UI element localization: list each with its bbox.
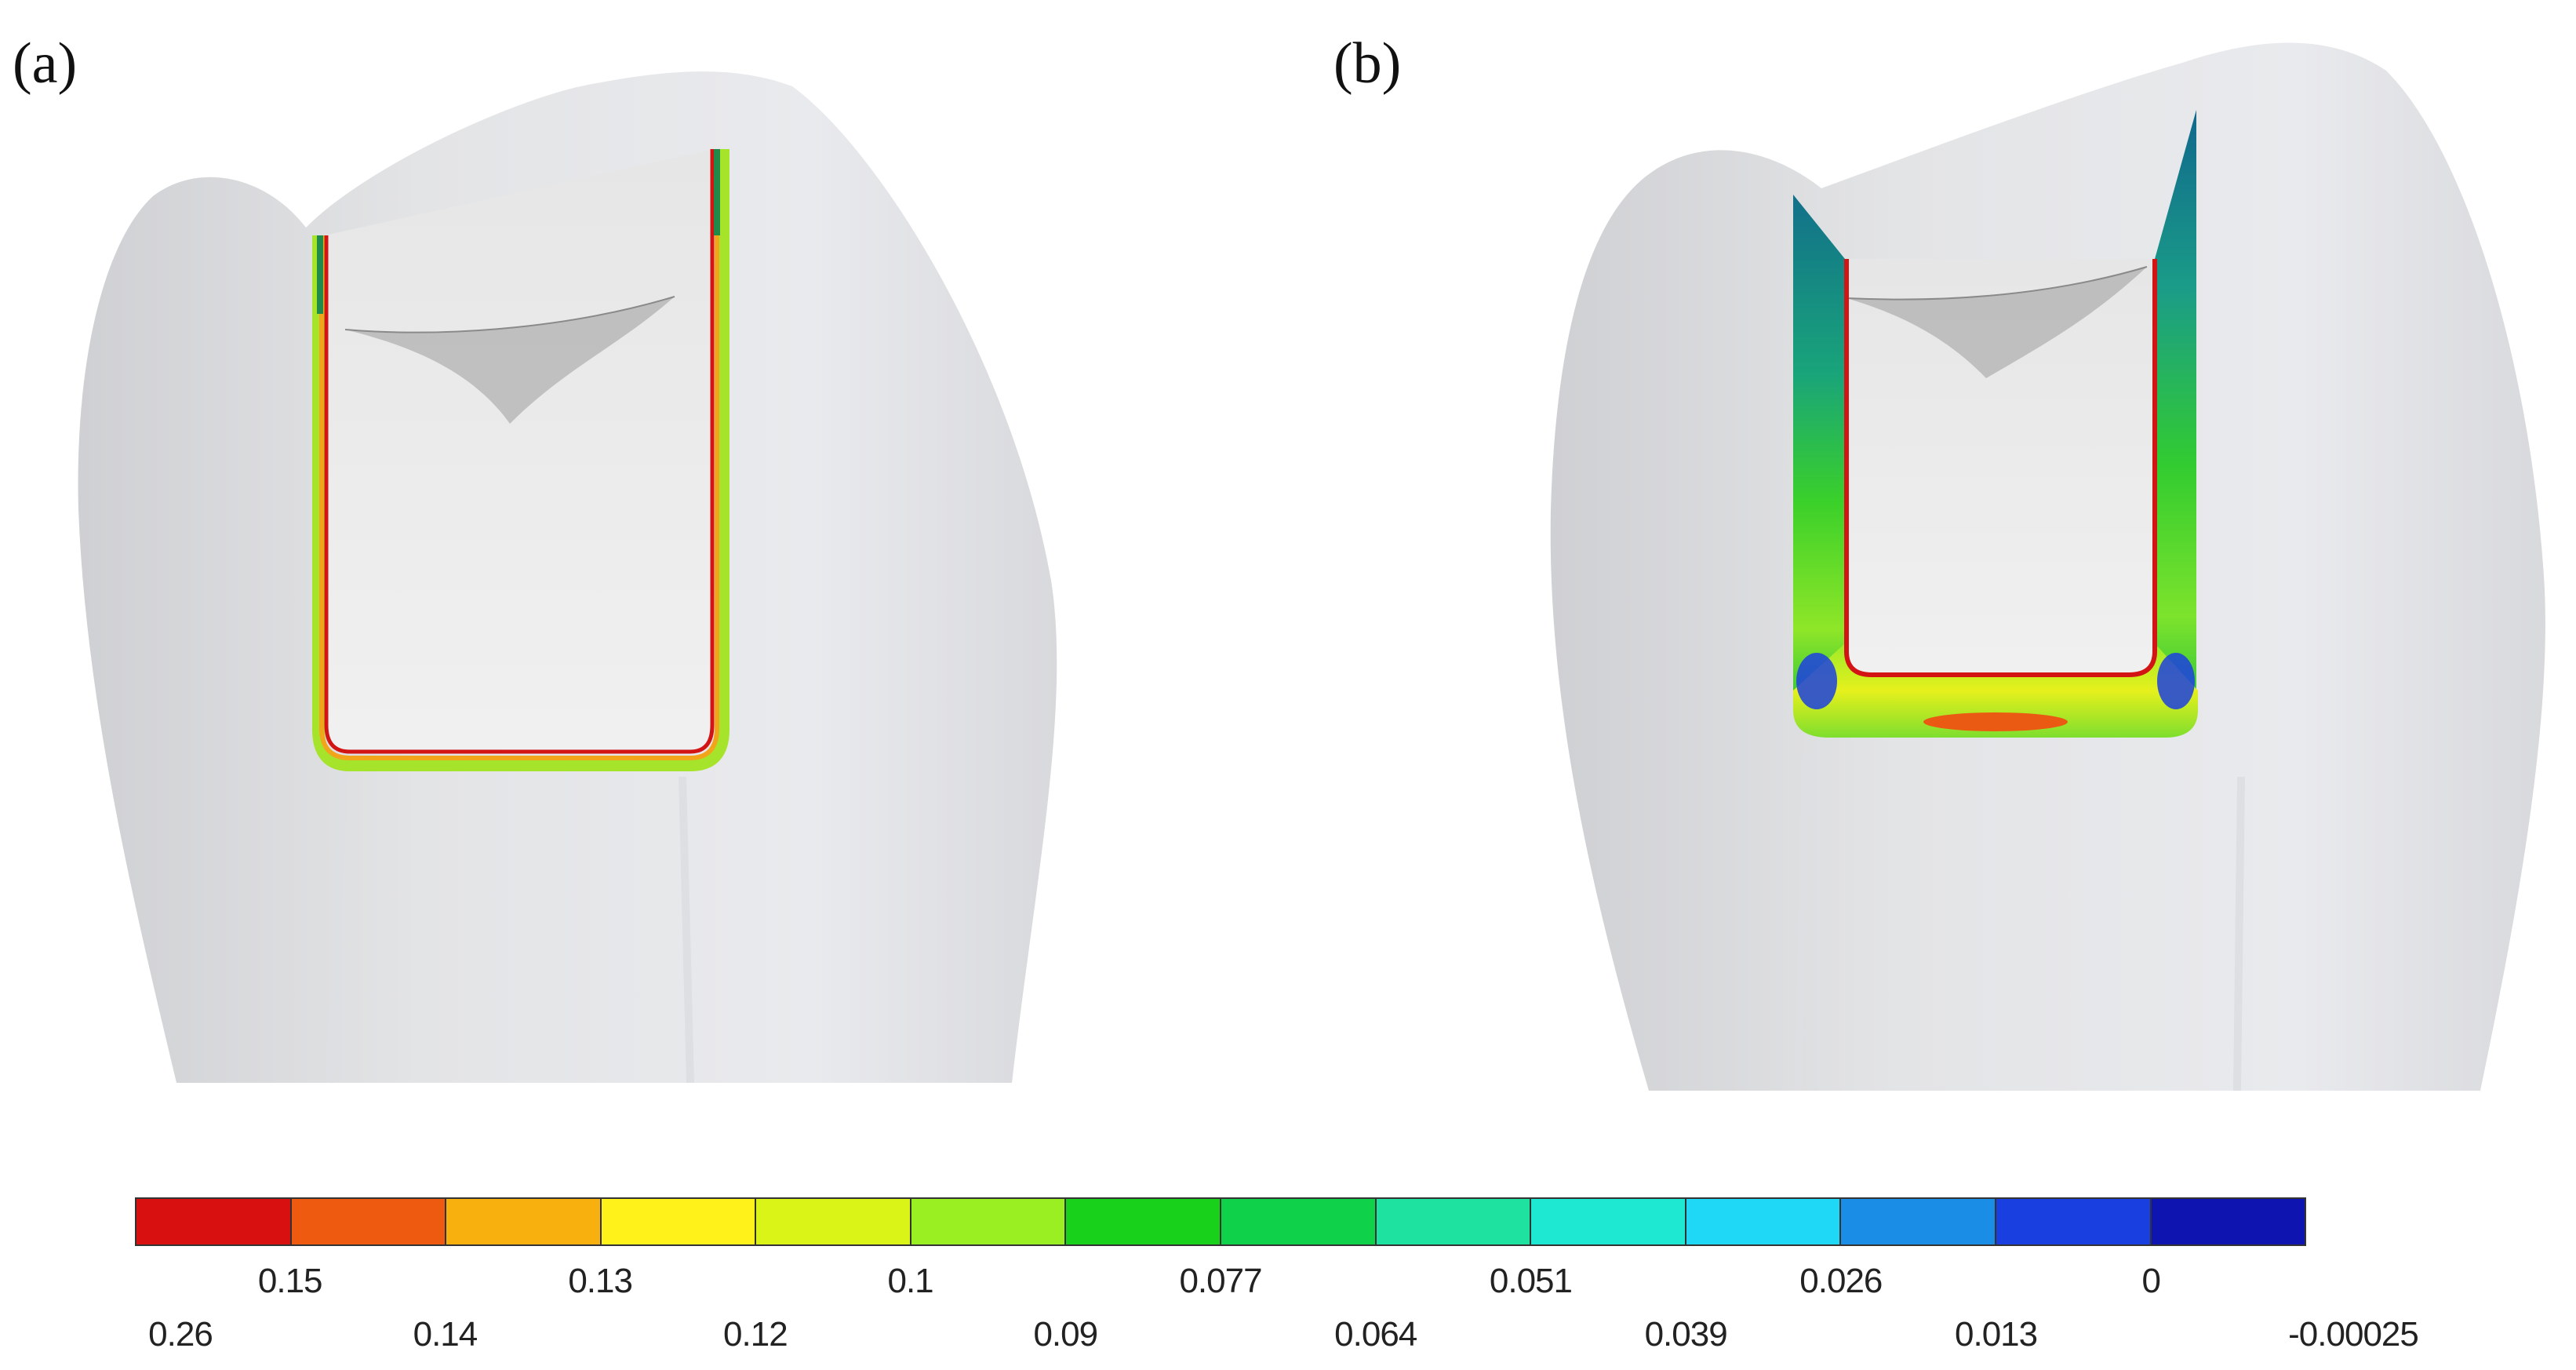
color-bar-label-lower: -0.00025 xyxy=(2288,1315,2419,1354)
color-swatch xyxy=(1221,1199,1377,1244)
cement-layer-outer-a xyxy=(312,149,730,771)
color-bar-label-lower: 0.039 xyxy=(1644,1315,1728,1354)
color-swatch xyxy=(911,1199,1067,1244)
cement-wall-right-b xyxy=(2155,110,2196,706)
cement-top-green-a xyxy=(317,149,720,314)
color-swatch xyxy=(1996,1199,2152,1244)
color-bar-label-lower: 0.14 xyxy=(413,1315,478,1354)
panel-label-a: (a) xyxy=(13,31,78,96)
cement-layer-mid-a xyxy=(319,149,719,760)
color-swatch xyxy=(1066,1199,1222,1244)
color-bar-label-upper: 0.13 xyxy=(568,1262,633,1300)
cavity-b xyxy=(1846,259,2153,673)
color-bar-label-upper: 0.026 xyxy=(1799,1262,1883,1300)
cement-inner-boundary-b xyxy=(1844,259,2157,677)
color-bar-label-lower: 0.12 xyxy=(723,1315,788,1354)
tooth-shading-b xyxy=(1794,752,2245,1091)
color-bar-label-lower: 0.013 xyxy=(1955,1315,2038,1354)
cement-floor-b xyxy=(1793,643,2198,738)
color-swatch xyxy=(1686,1199,1842,1244)
color-swatch xyxy=(291,1199,447,1244)
color-swatch xyxy=(446,1199,602,1244)
tooth-model-a xyxy=(78,71,1057,1084)
color-bar-label-upper: 0.051 xyxy=(1489,1262,1573,1300)
color-swatch xyxy=(1841,1199,1996,1244)
stress-hotspot-floor-b xyxy=(1923,712,2068,731)
pulp-shadow-b xyxy=(1846,267,2147,378)
cement-layer-inner-a xyxy=(324,149,715,754)
stress-corner-left-b xyxy=(1796,653,1837,709)
color-swatch xyxy=(1531,1199,1686,1244)
panel-label-b: (b) xyxy=(1333,31,1402,96)
color-bar-label-lower: 0.26 xyxy=(148,1315,213,1354)
color-bar-label-lower: 0.064 xyxy=(1334,1315,1417,1354)
color-swatch xyxy=(136,1199,292,1244)
color-bar-label-lower: 0.09 xyxy=(1033,1315,1098,1354)
color-swatch xyxy=(756,1199,911,1244)
color-bar xyxy=(135,1197,2306,1246)
color-bar-label-upper: 0.15 xyxy=(257,1262,323,1300)
pulp-edge-b xyxy=(1846,266,2148,301)
pulp-shadow-a xyxy=(345,297,675,424)
color-bar-label-upper: 0.077 xyxy=(1179,1262,1262,1300)
tooth-model-b xyxy=(1550,42,2545,1091)
color-swatch xyxy=(1376,1199,1532,1244)
color-bar-label-upper: 0.1 xyxy=(887,1262,933,1300)
cement-wall-left-b xyxy=(1793,195,1845,706)
color-swatch xyxy=(2151,1199,2305,1244)
color-swatch xyxy=(601,1199,757,1244)
tooth-shading-a xyxy=(326,752,694,1084)
stress-corner-right-b xyxy=(2157,653,2195,709)
color-bar-label-upper: 0 xyxy=(2141,1262,2162,1300)
cavity-a xyxy=(325,149,714,749)
pulp-edge-a xyxy=(344,296,675,333)
